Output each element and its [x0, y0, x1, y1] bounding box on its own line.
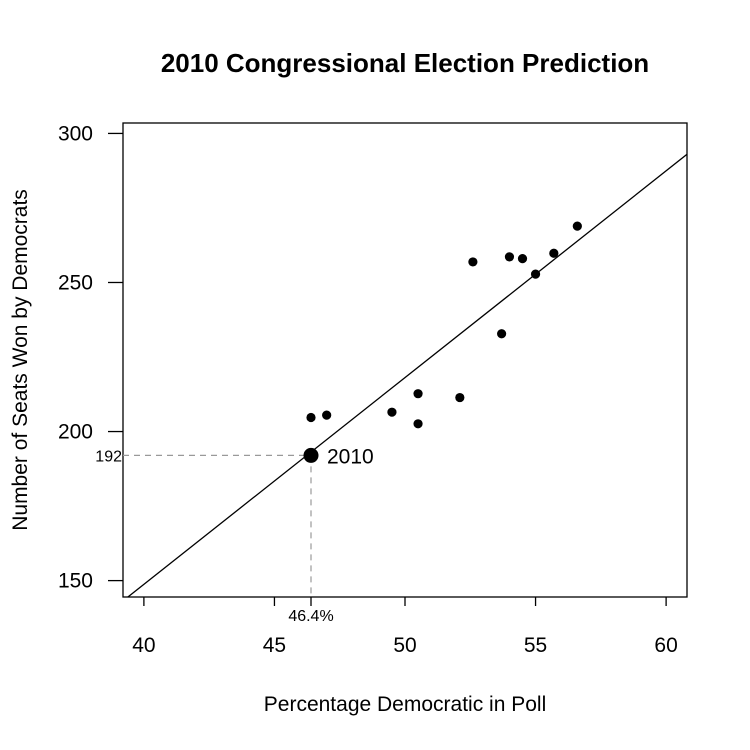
x-tick-label: 55: [524, 634, 547, 657]
y-axis: 150 200 250 300: [58, 122, 123, 593]
x-axis: 40 45 50 55 60: [132, 597, 678, 657]
x-axis-title: Percentage Democratic in Poll: [264, 693, 546, 716]
data-point: [549, 248, 559, 258]
regression-line: [126, 153, 687, 597]
x-tick-label: 60: [654, 634, 677, 657]
data-point: [517, 254, 528, 264]
highlight-group: 2010: [303, 445, 374, 468]
highlight-point: [303, 447, 319, 463]
x-tick-label: 45: [263, 634, 286, 657]
regression-line-group: [126, 153, 687, 597]
data-point: [530, 269, 541, 279]
data-point: [497, 329, 507, 339]
data-point: [387, 407, 397, 417]
data-point: [413, 389, 423, 399]
y-tick-label: 200: [58, 421, 93, 444]
plot-frame: [122, 122, 688, 598]
highlight-y-label: 192: [95, 448, 122, 465]
highlight-guides: 46.4% 192: [95, 448, 333, 625]
y-tick-label: 150: [58, 570, 93, 593]
data-point: [504, 252, 515, 262]
data-point: [455, 392, 465, 403]
x-tick-label: 40: [132, 634, 155, 657]
data-points: [306, 221, 582, 429]
data-point: [306, 412, 316, 423]
y-axis-title: Number of Seats Won by Democrats: [9, 189, 32, 531]
y-tick-label: 250: [58, 271, 93, 294]
data-point: [468, 257, 478, 267]
data-point: [572, 221, 582, 231]
highlight-point-label: 2010: [327, 445, 374, 468]
chart-title: 2010 Congressional Election Prediction: [161, 48, 649, 78]
highlight-x-label: 46.4%: [288, 608, 333, 625]
data-point: [413, 419, 423, 429]
data-point: [322, 410, 332, 420]
x-tick-label: 50: [393, 634, 416, 657]
y-tick-label: 300: [58, 122, 93, 145]
